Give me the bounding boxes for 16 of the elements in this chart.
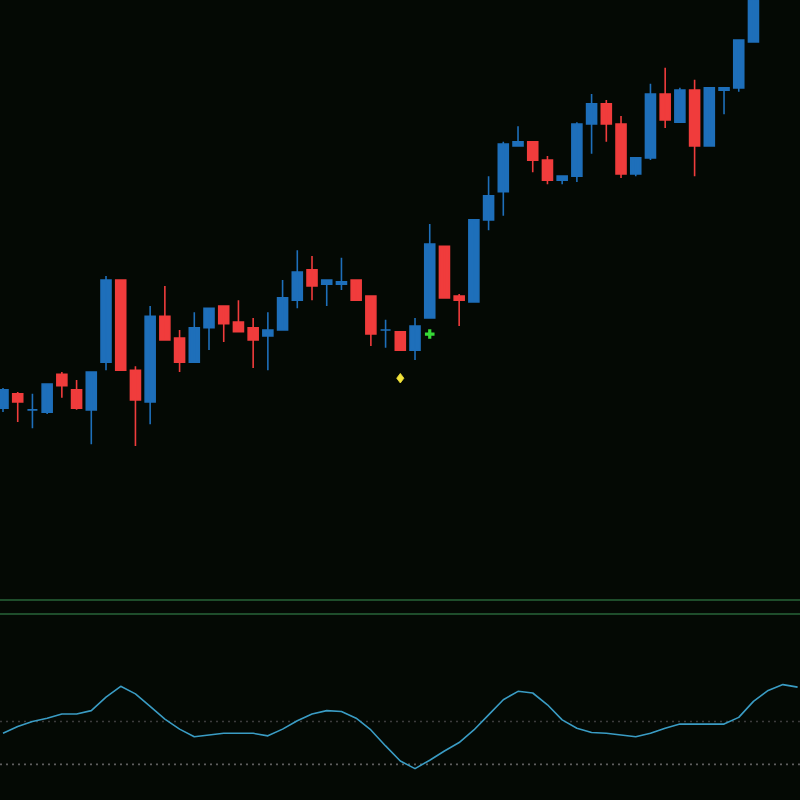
candlestick <box>409 317 421 361</box>
candlestick <box>659 66 671 129</box>
candlestick <box>688 79 701 177</box>
candlestick <box>11 391 24 423</box>
candlestick <box>41 383 53 415</box>
candlestick <box>56 371 68 399</box>
candlestick <box>26 393 39 429</box>
candlestick <box>423 223 436 319</box>
candlestick <box>70 379 83 411</box>
candlestick <box>306 255 318 301</box>
candlestick <box>379 318 392 349</box>
candlestick <box>100 275 112 371</box>
candlestick <box>144 305 156 425</box>
candlestick <box>85 371 98 446</box>
candlestick <box>674 87 686 123</box>
candlestick <box>394 331 407 351</box>
